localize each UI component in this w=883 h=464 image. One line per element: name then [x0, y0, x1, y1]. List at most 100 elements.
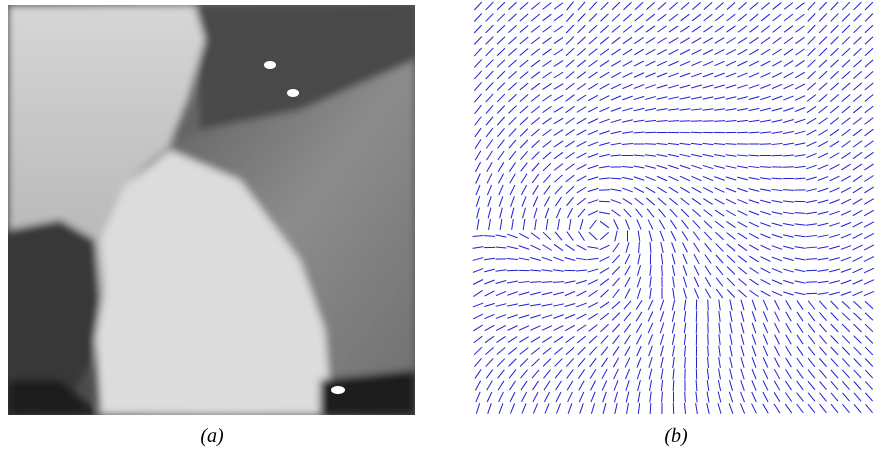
orientation-segment [611, 61, 620, 67]
orientation-segment [497, 94, 505, 102]
orientation-segment [795, 213, 806, 214]
orientation-segment [542, 282, 553, 283]
orientation-segment [589, 336, 597, 343]
orientation-segment [830, 106, 838, 113]
orientation-segment [807, 130, 817, 135]
orientation-segment [612, 267, 620, 275]
orientation-segment [612, 324, 619, 332]
orientation-segment [611, 84, 621, 89]
orientation-segment [599, 166, 610, 168]
orientation-segment [544, 197, 549, 207]
orientation-segment [865, 60, 873, 67]
orientation-segment [808, 301, 815, 310]
orientation-segment [589, 37, 597, 44]
orientation-segment [577, 83, 586, 89]
orientation-segment [726, 221, 735, 227]
orientation-segment [508, 83, 516, 90]
orientation-segment [672, 311, 674, 322]
orientation-segment [497, 37, 505, 45]
orientation-segment [497, 347, 505, 354]
orientation-segment [623, 73, 633, 78]
orientation-segment [645, 85, 655, 89]
orientation-segment [760, 120, 771, 122]
orientation-segment [691, 85, 702, 88]
orientation-segment [542, 72, 551, 78]
orientation-segment [588, 107, 598, 112]
orientation-segment [600, 60, 609, 66]
orientation-segment [829, 281, 840, 284]
orientation-segment [806, 270, 817, 271]
orientation-segment [475, 128, 481, 137]
orientation-segment [795, 60, 804, 66]
orientation-segment [637, 346, 642, 356]
orientation-segment [567, 381, 573, 390]
orientation-segment [749, 279, 758, 285]
orientation-segment [682, 220, 689, 229]
orientation-segment [487, 392, 492, 402]
orientation-segment [741, 392, 745, 402]
orientation-segment [680, 97, 691, 99]
orientation-segment [588, 211, 598, 216]
orientation-segment [660, 311, 664, 321]
orientation-segment [625, 335, 631, 344]
orientation-segment [865, 14, 873, 22]
orientation-segment [567, 2, 574, 10]
orientation-segment [507, 234, 517, 238]
orientation-segment [554, 3, 563, 10]
orientation-segment [634, 155, 645, 156]
orientation-segment [508, 37, 516, 44]
orientation-segment [613, 358, 618, 368]
orientation-segment [554, 164, 563, 171]
orientation-segment [820, 393, 827, 402]
orientation-segment [554, 107, 563, 113]
orientation-segment [772, 291, 782, 295]
orientation-segment [865, 336, 873, 344]
orientation-segment [614, 220, 619, 230]
orientation-segment [599, 178, 610, 179]
orientation-segment [683, 243, 688, 253]
orientation-segment [636, 323, 641, 333]
orientation-segment [673, 346, 675, 357]
orientation-segment [693, 232, 700, 241]
orientation-segment [591, 392, 595, 402]
orientation-segment [763, 369, 768, 379]
orientation-segment [729, 403, 733, 413]
orientation-segment [661, 346, 664, 357]
orientation-segment [749, 233, 759, 238]
orientation-segment [796, 37, 805, 43]
orientation-segment [530, 315, 541, 318]
orientation-segment [752, 357, 756, 367]
orientation-segment [546, 219, 548, 230]
orientation-segment [808, 347, 815, 356]
orientation-segment [634, 37, 643, 43]
orientation-segment [519, 315, 529, 318]
orientation-segment [705, 255, 711, 264]
orientation-segment [611, 155, 622, 156]
orientation-segment [829, 200, 839, 204]
orientation-segment [580, 219, 583, 230]
orientation-segment [567, 197, 574, 206]
orientation-segment [624, 2, 632, 10]
orientation-segment [474, 336, 483, 343]
orientation-segment [568, 403, 572, 413]
orientation-segment [715, 232, 723, 239]
orientation-segment [854, 370, 861, 378]
orientation-segment [590, 369, 596, 378]
orientation-segment [718, 403, 721, 414]
orientation-segment [589, 25, 597, 32]
orientation-segment [519, 304, 530, 306]
orientation-segment [648, 323, 652, 333]
orientation-segment [714, 155, 725, 157]
orientation-segment [623, 49, 632, 55]
orientation-segment [520, 348, 529, 355]
orientation-segment [749, 132, 760, 133]
orientation-segment [473, 325, 482, 331]
orientation-segment [864, 245, 874, 250]
orientation-segment [719, 346, 720, 357]
orientation-segment [520, 71, 528, 78]
orientation-segment [741, 357, 744, 368]
orientation-segment [484, 314, 494, 318]
orientation-segment [853, 245, 863, 250]
orientation-segment [577, 198, 586, 205]
orientation-segment [588, 280, 598, 285]
